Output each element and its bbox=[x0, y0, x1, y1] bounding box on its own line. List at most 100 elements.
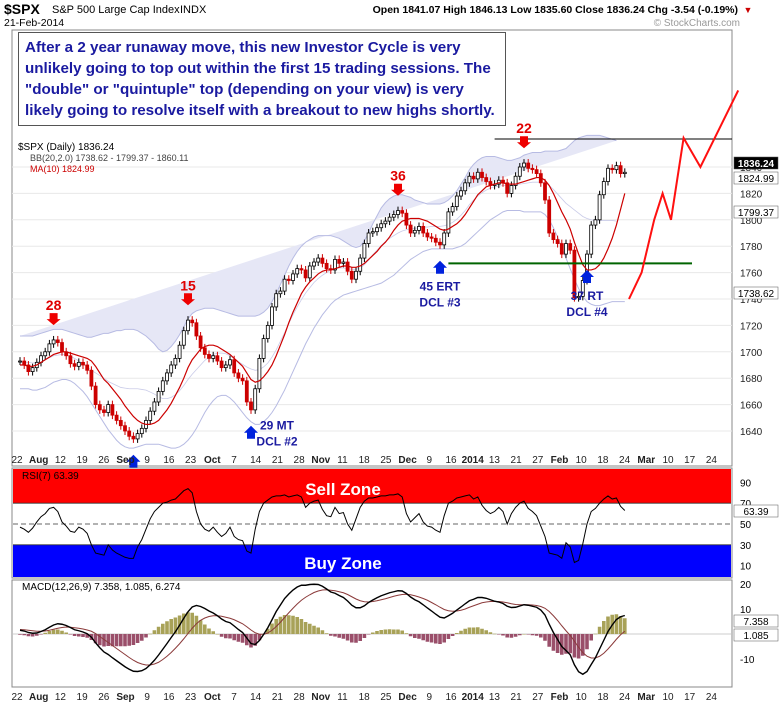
red-down-arrow-icon bbox=[181, 293, 195, 306]
bb-low-badge-bg bbox=[733, 286, 779, 300]
rsi-tick-label: 70 bbox=[740, 499, 752, 510]
cycle-bottom-label: 37 RT bbox=[571, 289, 604, 303]
x-tick-label: 18 bbox=[359, 455, 371, 466]
price-tick-label: 1700 bbox=[740, 348, 763, 359]
candle-body bbox=[400, 210, 405, 214]
blue-up-arrow-icon bbox=[244, 425, 258, 439]
macd-histogram-bar bbox=[194, 615, 199, 634]
macd-histogram-bar bbox=[30, 634, 35, 637]
x-tick-label: 27 bbox=[532, 692, 544, 703]
macd-histogram-bar bbox=[618, 616, 623, 634]
exchange: INDX bbox=[180, 4, 207, 16]
candle-body bbox=[354, 270, 358, 280]
candle-body bbox=[366, 232, 371, 244]
candle-body bbox=[139, 427, 144, 435]
candle-body bbox=[236, 372, 241, 379]
x-tick-label: Mar bbox=[637, 455, 655, 466]
macd-histogram-bar bbox=[110, 634, 115, 647]
macd-tick-label: -10 bbox=[740, 655, 755, 666]
macd-histogram-bar bbox=[555, 634, 560, 653]
macd-histogram-bar bbox=[119, 634, 123, 647]
cycle-top-label: 36 bbox=[390, 168, 406, 184]
macd-histogram-bar bbox=[278, 616, 283, 634]
macd-hist-badge-bg bbox=[733, 628, 779, 642]
x-tick-label: 16 bbox=[445, 455, 457, 466]
candle-body bbox=[286, 278, 291, 281]
x-tick-label: 27 bbox=[532, 455, 544, 466]
macd-histogram-bar bbox=[417, 634, 421, 639]
macd-histogram-bar bbox=[408, 634, 413, 637]
macd-histogram-bar bbox=[123, 634, 127, 647]
macd-histogram-bar bbox=[161, 623, 165, 634]
macd-histogram-bar bbox=[85, 634, 89, 638]
chart-date: 21-Feb-2014 bbox=[4, 17, 64, 29]
macd-histogram-bar bbox=[513, 634, 518, 637]
candle-body bbox=[555, 239, 560, 244]
down-arrow-icon: ▼ bbox=[744, 5, 753, 15]
candle-body bbox=[349, 270, 354, 280]
x-tick-label: 28 bbox=[294, 692, 306, 703]
candle-body bbox=[610, 167, 615, 171]
cycle-bottom-label: 45 ERT bbox=[420, 280, 461, 294]
candle-body bbox=[467, 175, 472, 184]
price-tick-label: 1740 bbox=[740, 295, 763, 306]
candle-body bbox=[190, 319, 195, 324]
candle-body bbox=[165, 372, 169, 382]
symbol: $SPX bbox=[4, 1, 40, 17]
macd-histogram-bar bbox=[568, 634, 572, 654]
macd-histogram-bar bbox=[341, 634, 346, 639]
candle-body bbox=[148, 410, 153, 421]
candle-body bbox=[295, 268, 300, 275]
x-tick-label: 24 bbox=[706, 455, 718, 466]
x-tick-label: 18 bbox=[597, 692, 609, 703]
x-tick-label: Aug bbox=[29, 455, 48, 466]
ma-badge: 1824.99 bbox=[738, 174, 775, 185]
macd-histogram-bar bbox=[564, 634, 568, 654]
candle-body bbox=[89, 369, 94, 387]
macd-histogram-bar bbox=[467, 627, 472, 634]
macd-histogram-bar bbox=[488, 632, 493, 634]
macd-histogram-bar bbox=[56, 629, 60, 634]
price-tick-label: 1680 bbox=[740, 374, 763, 385]
x-tick-label: 2014 bbox=[462, 692, 485, 703]
candle-body bbox=[169, 364, 174, 374]
macd-histogram-bar bbox=[270, 623, 274, 634]
candle-body bbox=[249, 401, 253, 411]
candle-body bbox=[593, 219, 598, 226]
candle-body bbox=[496, 179, 501, 185]
candle-body bbox=[282, 278, 287, 292]
macd-histogram-bar bbox=[572, 634, 577, 658]
macd-histogram-bar bbox=[404, 633, 409, 634]
bollinger-lower-line bbox=[20, 210, 625, 449]
candle-body bbox=[320, 257, 325, 264]
macd-histogram-bar bbox=[589, 634, 593, 641]
macd-histogram-bar bbox=[240, 634, 245, 643]
macd-histogram-bar bbox=[299, 619, 304, 634]
macd-histogram-bar bbox=[51, 629, 56, 634]
x-tick-label: 19 bbox=[77, 692, 89, 703]
cycle-top-label: 15 bbox=[180, 277, 196, 293]
macd-histogram-bar bbox=[471, 627, 476, 634]
candle-body bbox=[572, 249, 577, 299]
macd-histogram-bar bbox=[425, 634, 430, 642]
x-tick-label: 24 bbox=[619, 692, 631, 703]
candle-body bbox=[438, 241, 442, 246]
macd-histogram-bar bbox=[492, 633, 497, 635]
candle-body bbox=[383, 220, 388, 225]
macd-histogram-bar bbox=[127, 634, 131, 646]
candle-body bbox=[257, 357, 262, 390]
candle-body bbox=[223, 364, 228, 369]
candle-body bbox=[370, 231, 375, 234]
x-tick-label: Mar bbox=[637, 692, 655, 703]
candle-body bbox=[442, 232, 447, 246]
macd-line-badge-bg bbox=[733, 614, 779, 628]
cycle-bottom-label: DCL #2 bbox=[256, 435, 297, 449]
macd-histogram-bar bbox=[102, 634, 106, 647]
x-tick-label: 11 bbox=[337, 455, 348, 466]
x-tick-label: 12 bbox=[55, 692, 67, 703]
macd-histogram-bar bbox=[518, 634, 522, 636]
ma10-line bbox=[20, 176, 626, 425]
x-tick-label: 12 bbox=[55, 455, 67, 466]
cycle-bottom-label: DCL #4 bbox=[566, 305, 607, 319]
x-tick-label: Oct bbox=[204, 692, 221, 703]
